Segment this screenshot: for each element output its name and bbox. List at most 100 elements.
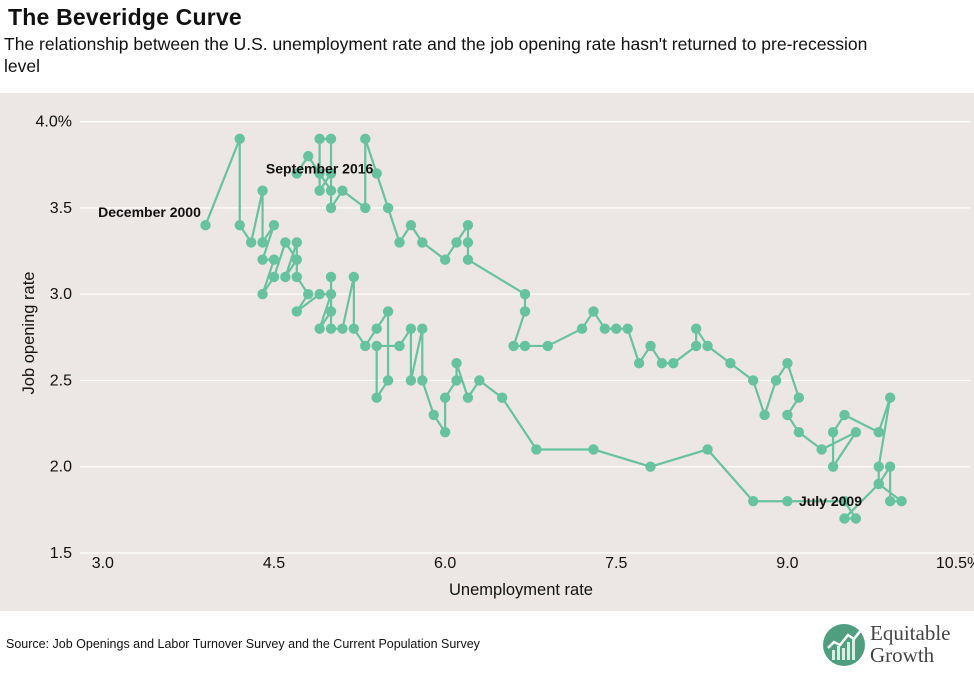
data-point (314, 288, 325, 300)
data-point (850, 427, 862, 438)
data-point (782, 357, 793, 369)
data-point (417, 237, 428, 248)
data-point (816, 444, 827, 455)
data-point (462, 392, 474, 403)
data-point (496, 392, 508, 403)
y-tick-label: 4.0% (36, 114, 72, 131)
data-point (839, 513, 850, 524)
data-point (200, 219, 211, 231)
data-point (325, 185, 337, 196)
data-point (325, 202, 337, 214)
data-point (656, 357, 668, 369)
logo-text-line1: Equitable (870, 621, 951, 645)
data-point (257, 185, 268, 196)
data-point (348, 271, 360, 283)
data-point (702, 444, 713, 455)
data-point (268, 271, 280, 283)
data-point (599, 323, 611, 334)
data-point (474, 375, 485, 386)
data-point (234, 219, 245, 231)
data-point (428, 409, 439, 421)
annotation-label: December 2000 (98, 204, 201, 220)
data-point (633, 357, 645, 369)
data-point (382, 375, 394, 386)
data-point (725, 357, 736, 369)
data-point (314, 133, 325, 145)
data-point (371, 392, 382, 403)
data-point (645, 461, 656, 472)
data-point (291, 237, 302, 248)
data-point (827, 461, 839, 472)
data-point (268, 219, 280, 231)
source-note: Source: Job Openings and Labor Turnover … (6, 637, 480, 651)
data-point (839, 496, 850, 507)
data-point (622, 323, 633, 334)
data-point (759, 409, 770, 421)
beveridge-curve-chart: 1.5 2.0 2.5 3.0 3.5 4.0% 3.0 4.5 6.0 7.5 9.0 10.5% U… (20, 114, 974, 599)
y-tick-label: 2.5 (50, 372, 72, 389)
y-axis-label: Job opening rate (20, 272, 38, 395)
data-point (325, 288, 337, 300)
data-point (748, 496, 759, 507)
x-tick-label: 3.0 (92, 555, 114, 572)
y-tick-label: 3.5 (50, 200, 72, 217)
data-point (405, 219, 417, 231)
data-point (382, 202, 394, 214)
data-point (611, 323, 622, 334)
data-point (782, 496, 793, 507)
data-point (668, 357, 679, 369)
data-point (337, 185, 348, 196)
data-point (439, 427, 451, 438)
chart-title: The Beveridge Curve (8, 4, 242, 30)
y-tick-label: 3.0 (50, 286, 72, 303)
data-point (690, 323, 702, 334)
data-point (394, 340, 405, 352)
data-point (884, 461, 896, 472)
data-point (839, 409, 850, 421)
data-point (702, 340, 713, 352)
data-point (439, 392, 451, 403)
data-point (325, 323, 337, 334)
data-point (519, 340, 531, 352)
data-point (793, 427, 805, 438)
data-point (394, 237, 405, 248)
y-tick-label: 2.0 (50, 459, 72, 476)
logo-text-line2: Growth (870, 643, 935, 667)
data-point (884, 496, 896, 507)
chart-subtitle: The relationship between the U.S. unempl… (4, 34, 868, 76)
data-point (873, 478, 884, 490)
data-point (588, 306, 599, 317)
data-point (257, 288, 268, 300)
x-tick-label: 9.0 (776, 555, 798, 572)
data-point (588, 444, 599, 455)
x-tick-label: 6.0 (434, 555, 456, 572)
data-point (462, 254, 474, 265)
data-point (531, 444, 542, 455)
data-point (462, 219, 474, 231)
data-point (451, 357, 462, 369)
data-point (325, 168, 337, 179)
x-tick-label: 10.5% (936, 555, 974, 572)
data-point (439, 254, 451, 265)
data-point (314, 323, 325, 334)
data-point (405, 323, 417, 334)
growth-logo-icon (823, 624, 865, 666)
data-point (417, 375, 428, 386)
data-point (280, 271, 291, 283)
data-point (690, 340, 702, 352)
data-point (793, 392, 805, 403)
data-point (245, 237, 257, 248)
data-point (748, 375, 759, 386)
data-point (325, 133, 337, 145)
data-point (314, 185, 325, 196)
data-point (291, 168, 302, 179)
data-point (360, 340, 371, 352)
annotation-label: July 2009 (799, 493, 862, 509)
data-point (451, 237, 462, 248)
data-point (873, 461, 884, 472)
data-point (382, 306, 394, 317)
y-tick-label: 1.5 (50, 545, 72, 562)
data-point (303, 150, 314, 162)
data-point (348, 323, 360, 334)
data-point (257, 254, 268, 265)
